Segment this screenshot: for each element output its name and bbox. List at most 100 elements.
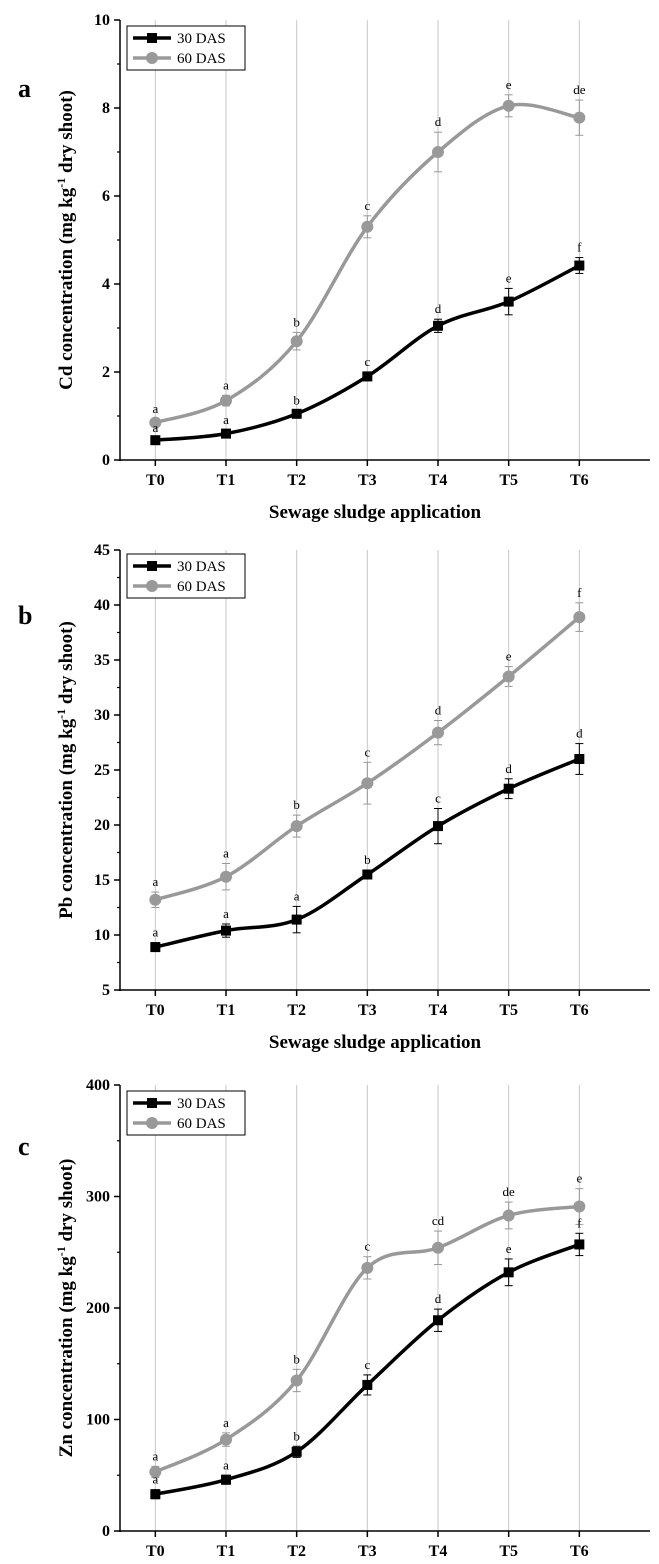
data-point [361,777,374,790]
data-point [573,111,586,124]
y-axis-title: Zn concentration (mg kg-1 dry shoot) [54,1159,77,1458]
data-point [503,783,514,794]
data-point [433,320,443,331]
x-tick-label: T0 [146,472,165,489]
significance-label: c [364,1357,370,1372]
y-tick-label: 6 [102,188,110,205]
legend-marker [147,1098,157,1108]
significance-label: d [435,703,442,718]
significance-label: a [152,1448,158,1463]
data-point [432,726,444,739]
significance-label: e [506,1241,512,1256]
significance-label: c [364,354,370,369]
data-point [150,435,161,446]
x-tick-label: T0 [146,1543,165,1560]
data-point [361,220,374,233]
y-tick-label: 300 [86,1189,110,1206]
data-point [221,1474,231,1485]
significance-label: b [293,1428,300,1443]
x-tick-label: T5 [499,472,518,489]
significance-label: b [293,392,300,407]
x-tick-label: T1 [217,1543,236,1560]
significance-label: e [576,1171,582,1186]
y-tick-label: 25 [94,762,110,779]
y-tick-label: 10 [94,12,110,29]
legend-label: 30 DAS [177,559,226,575]
x-axis-title: Sewage sludge application [269,1032,482,1053]
panel-c: c T0 T1 T2 T3 T4 T5 T6 0 100 200 300 400 Zn concentra… [18,1077,650,1560]
data-point [291,914,302,925]
data-point [432,146,444,158]
x-tick-label: T2 [287,1543,306,1560]
significance-label: c [364,1239,370,1254]
x-tick-label: T3 [358,1543,377,1560]
legend-box [126,1090,246,1136]
data-point [574,260,585,271]
significance-label: b [364,852,371,867]
y-tick-label: 0 [102,1523,110,1540]
data-point [149,893,162,906]
legend-marker [146,52,158,64]
x-tick-label: T3 [358,1002,377,1019]
legend-marker [146,580,158,592]
significance-label: e [506,270,512,285]
y-tick-label: 5 [102,982,110,999]
data-point [503,1267,514,1278]
significance-label: f [577,1215,582,1230]
significance-label: a [152,401,158,416]
legend-label: 60 DAS [177,1116,226,1132]
data-point [433,1315,443,1326]
x-tick-label: T5 [499,1002,518,1019]
data-point [221,925,231,936]
significance-label: a [223,377,229,392]
significance-label: a [152,925,158,940]
x-tick-label: T6 [570,1543,589,1560]
x-tick-label: T6 [570,472,589,489]
data-point [361,1261,374,1274]
significance-label: cd [432,1213,445,1228]
data-point [221,428,231,439]
data-point [573,611,586,624]
significance-label: b [293,1351,300,1366]
data-point [290,335,303,348]
data-point [149,1465,162,1478]
data-point [149,416,162,429]
significance-label: b [293,314,300,329]
y-tick-label: 4 [102,276,110,293]
x-tick-label: T3 [358,472,377,489]
significance-label: a [294,888,300,903]
data-point [220,870,232,883]
y-axis-title: Pb concentration (mg kg-1 dry shoot) [54,621,77,919]
x-tick-label: T2 [287,1002,306,1019]
panel-a: a T0 T1 T2 T3 T4 T5 T6 0 2 4 6 8 10 Cd concentration (… [18,12,650,523]
data-point [503,296,514,307]
y-tick-label: 400 [86,1077,110,1094]
x-tick-label: T4 [429,1543,448,1560]
significance-label: e [506,77,512,92]
significance-label: c [435,791,441,806]
x-tick-label: T4 [429,1002,448,1019]
data-point [291,1446,302,1457]
data-point [573,1200,586,1213]
significance-label: d [435,114,442,129]
data-point [432,1241,444,1254]
significance-label: a [223,846,229,861]
x-tick-label: T0 [146,1002,165,1019]
significance-label: e [506,649,512,664]
y-tick-label: 100 [86,1412,110,1429]
y-tick-label: 10 [94,927,110,944]
y-tick-label: 8 [102,100,110,117]
series-60-das: a a b c d e f [149,585,586,908]
legend-label: 30 DAS [177,31,226,47]
significance-label: d [435,301,442,316]
series-30-das: a a a b c d d [150,726,585,953]
y-tick-label: 40 [94,597,110,614]
panel-b: b T0 T1 T2 T3 T4 T5 T6 5 10 15 20 25 30 35 40 45 Pb conce… [18,542,650,1053]
significance-label: c [364,198,370,213]
x-axis-title: Sewage sludge application [269,502,482,523]
data-point [290,820,303,833]
significance-label: b [293,797,300,812]
significance-label: c [364,744,370,759]
